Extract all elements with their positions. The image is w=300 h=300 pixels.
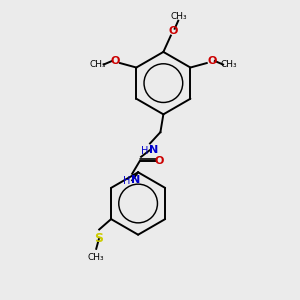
Text: CH₃: CH₃ bbox=[170, 12, 187, 21]
Text: O: O bbox=[155, 156, 164, 166]
Text: CH₃: CH₃ bbox=[90, 60, 106, 69]
Text: O: O bbox=[168, 26, 178, 35]
Text: H: H bbox=[123, 176, 131, 186]
Text: O: O bbox=[207, 56, 217, 66]
Text: H: H bbox=[141, 146, 148, 156]
Text: N: N bbox=[149, 145, 158, 155]
Text: CH₃: CH₃ bbox=[87, 253, 104, 262]
Text: N: N bbox=[131, 175, 140, 185]
Text: O: O bbox=[110, 56, 120, 66]
Text: CH₃: CH₃ bbox=[220, 60, 237, 69]
Text: S: S bbox=[94, 232, 103, 245]
